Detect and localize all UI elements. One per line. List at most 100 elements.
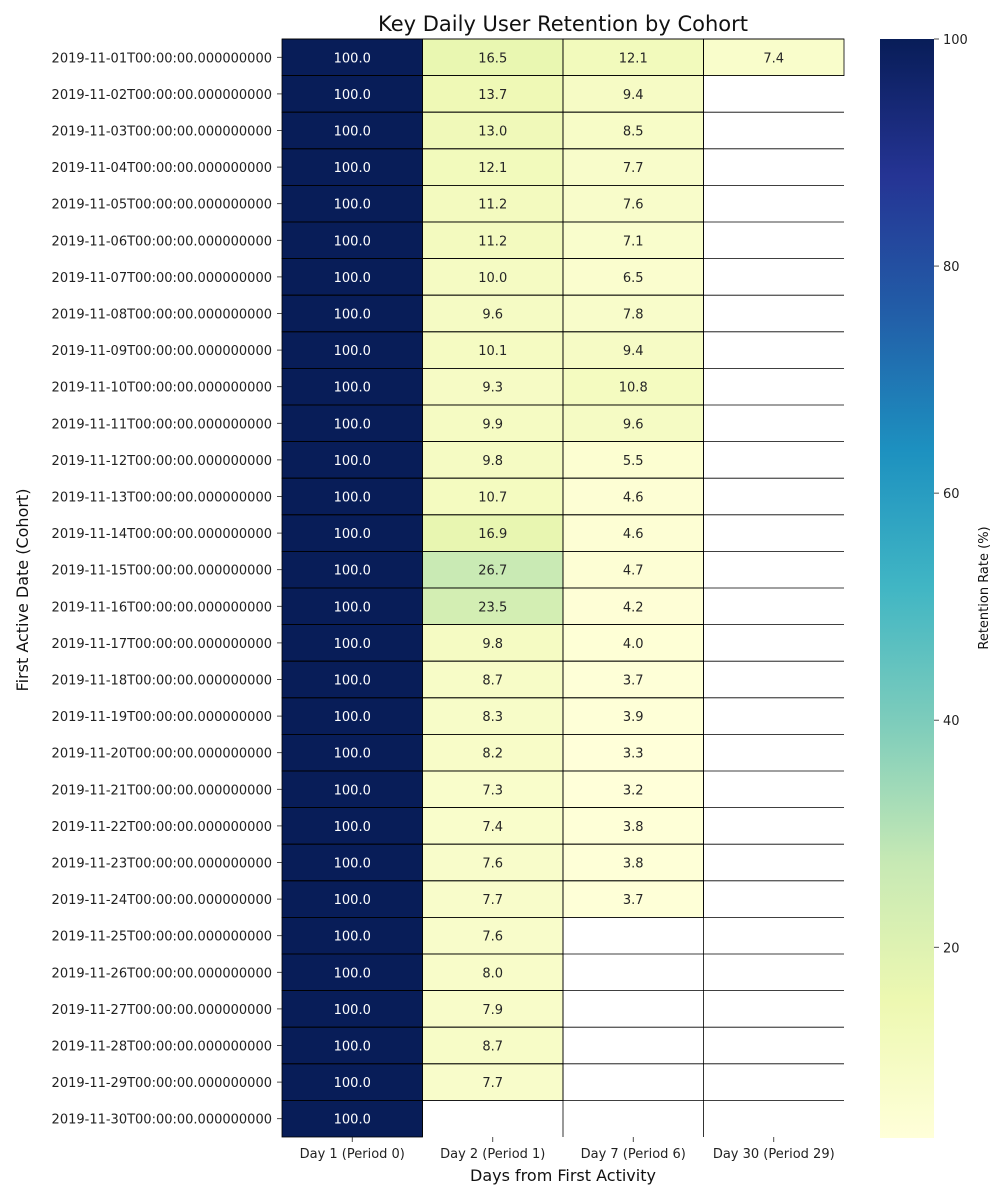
heatmap-cell [562, 441, 704, 479]
cell-value-label: 5.5 [623, 454, 644, 469]
cell-value-label: 100.0 [334, 857, 371, 872]
cell-value-label: 100.0 [334, 1003, 371, 1018]
x-tick-labels: Day 1 (Period 0) Day 2 (Period 1) Day 7 (P… [300, 1137, 835, 1162]
heatmap-cell [562, 294, 704, 333]
cell-value-label: 10.0 [478, 271, 507, 286]
cell-value-label: 9.6 [482, 308, 503, 323]
y-tick-label: 2019-11-28T00:00:00.000000000 [52, 1040, 272, 1055]
cell-value-label: 100.0 [334, 271, 371, 286]
cell-value-label: 100.0 [334, 747, 371, 762]
heatmap-cell [562, 331, 704, 369]
y-tick-label: 2019-11-26T00:00:00.000000000 [52, 966, 272, 981]
heatmap-cell [422, 807, 564, 845]
y-tick-label: 2019-11-14T00:00:00.000000000 [52, 527, 272, 542]
cell-value-label: 4.6 [623, 491, 644, 506]
heatmap-cell [562, 477, 704, 516]
cell-value-label: 7.6 [623, 198, 644, 213]
y-tick-label: 2019-11-25T00:00:00.000000000 [52, 930, 272, 945]
cell-value-label: 100.0 [334, 308, 371, 323]
y-tick-label: 2019-11-03T00:00:00.000000000 [52, 125, 272, 140]
y-tick-label: 2019-11-20T00:00:00.000000000 [52, 747, 272, 762]
cell-value-label: 4.2 [623, 600, 644, 615]
cell-value-label: 7.6 [482, 930, 503, 945]
cell-value-label: 12.1 [478, 161, 507, 176]
y-tick-label: 2019-11-19T00:00:00.000000000 [52, 710, 272, 725]
cell-value-label: 7.8 [623, 308, 644, 323]
y-tick-label: 2019-11-17T00:00:00.000000000 [52, 637, 272, 652]
heatmap-cell [422, 660, 564, 699]
y-tick-label: 2019-11-16T00:00:00.000000000 [52, 600, 272, 615]
cell-value-label: 100.0 [334, 710, 371, 725]
y-tick-label: 2019-11-09T00:00:00.000000000 [52, 344, 272, 359]
cell-value-label: 7.4 [763, 51, 784, 66]
heatmap-cell [422, 75, 564, 113]
x-tick-label: Day 2 (Period 1) [440, 1147, 545, 1162]
cell-value-label: 4.7 [623, 564, 644, 579]
heatmap-cell [422, 843, 564, 882]
cell-value-label: 100.0 [334, 1040, 371, 1055]
cell-value-label: 10.1 [478, 344, 507, 359]
cell-value-label: 10.7 [478, 491, 507, 506]
cell-value-label: 8.7 [482, 674, 503, 689]
heatmap-cell [281, 38, 423, 76]
heatmap-cell [422, 514, 564, 552]
cell-value-label: 13.0 [478, 125, 507, 140]
heatmap-cell [281, 441, 423, 479]
cell-value-label: 10.8 [619, 381, 648, 396]
heatmap-cell [422, 953, 564, 991]
heatmap-cell [281, 1100, 423, 1138]
heatmap-cell [281, 624, 423, 662]
cell-value-label: 100.0 [334, 930, 371, 945]
heatmap-cell [422, 148, 564, 186]
x-tick-label: Day 30 (Period 29) [713, 1147, 835, 1162]
y-tick-label: 2019-11-15T00:00:00.000000000 [52, 564, 272, 579]
cell-value-label: 3.8 [623, 820, 644, 835]
y-tick-label: 2019-11-04T00:00:00.000000000 [52, 161, 272, 176]
heatmap-cell [281, 953, 423, 991]
heatmap-cell [562, 843, 704, 882]
heatmap-cell [422, 917, 564, 955]
heatmap-cell [703, 38, 845, 76]
cell-value-label: 9.9 [482, 417, 503, 432]
y-tick-label: 2019-11-24T00:00:00.000000000 [52, 893, 272, 908]
cell-value-label: 100.0 [334, 527, 371, 542]
y-tick-label: 2019-11-23T00:00:00.000000000 [52, 857, 272, 872]
cell-value-label: 7.9 [482, 1003, 503, 1018]
y-tick-label: 2019-11-22T00:00:00.000000000 [52, 820, 272, 835]
cell-value-label: 100.0 [334, 491, 371, 506]
cell-value-label: 100.0 [334, 1113, 371, 1128]
y-tick-label: 2019-11-07T00:00:00.000000000 [52, 271, 272, 286]
cell-value-label: 9.4 [623, 344, 644, 359]
x-axis-label: Days from First Activity [470, 1166, 656, 1185]
cell-value-label: 11.2 [478, 198, 507, 213]
heatmap-cells: 100.0 16.5 12.1 7.4 100.0 13.7 9.4 100.0 13.0 8.5… [281, 38, 845, 1138]
heatmap-cell [422, 587, 564, 625]
cell-value-label: 16.9 [478, 527, 507, 542]
cell-value-label: 6.5 [623, 271, 644, 286]
heatmap-cell [562, 587, 704, 625]
colorbar-gradient [880, 39, 934, 1138]
cell-value-label: 3.2 [623, 783, 644, 798]
heatmap-cell [422, 258, 564, 296]
colorbar-label: Retention Rate (%) [977, 526, 992, 649]
y-tick-label: 2019-11-21T00:00:00.000000000 [52, 783, 272, 798]
heatmap-cell [422, 990, 564, 1028]
cell-value-label: 8.7 [482, 1040, 503, 1055]
colorbar-tick-label: 40 [943, 714, 960, 729]
cell-value-label: 7.3 [482, 783, 503, 798]
cell-value-label: 13.7 [478, 88, 507, 103]
y-tick-label: 2019-11-27T00:00:00.000000000 [52, 1003, 272, 1018]
cell-value-label: 3.3 [623, 747, 644, 762]
heatmap-cell [562, 770, 704, 808]
y-tick-label: 2019-11-10T00:00:00.000000000 [52, 381, 272, 396]
cell-value-label: 100.0 [334, 417, 371, 432]
y-tick-label: 2019-11-12T00:00:00.000000000 [52, 454, 272, 469]
cell-value-label: 4.6 [623, 527, 644, 542]
heatmap-cell [562, 660, 704, 699]
cell-value-label: 9.8 [482, 454, 503, 469]
cell-value-label: 7.4 [482, 820, 503, 835]
cell-value-label: 100.0 [334, 234, 371, 249]
cell-value-label: 7.7 [482, 893, 503, 908]
cell-value-label: 3.8 [623, 857, 644, 872]
